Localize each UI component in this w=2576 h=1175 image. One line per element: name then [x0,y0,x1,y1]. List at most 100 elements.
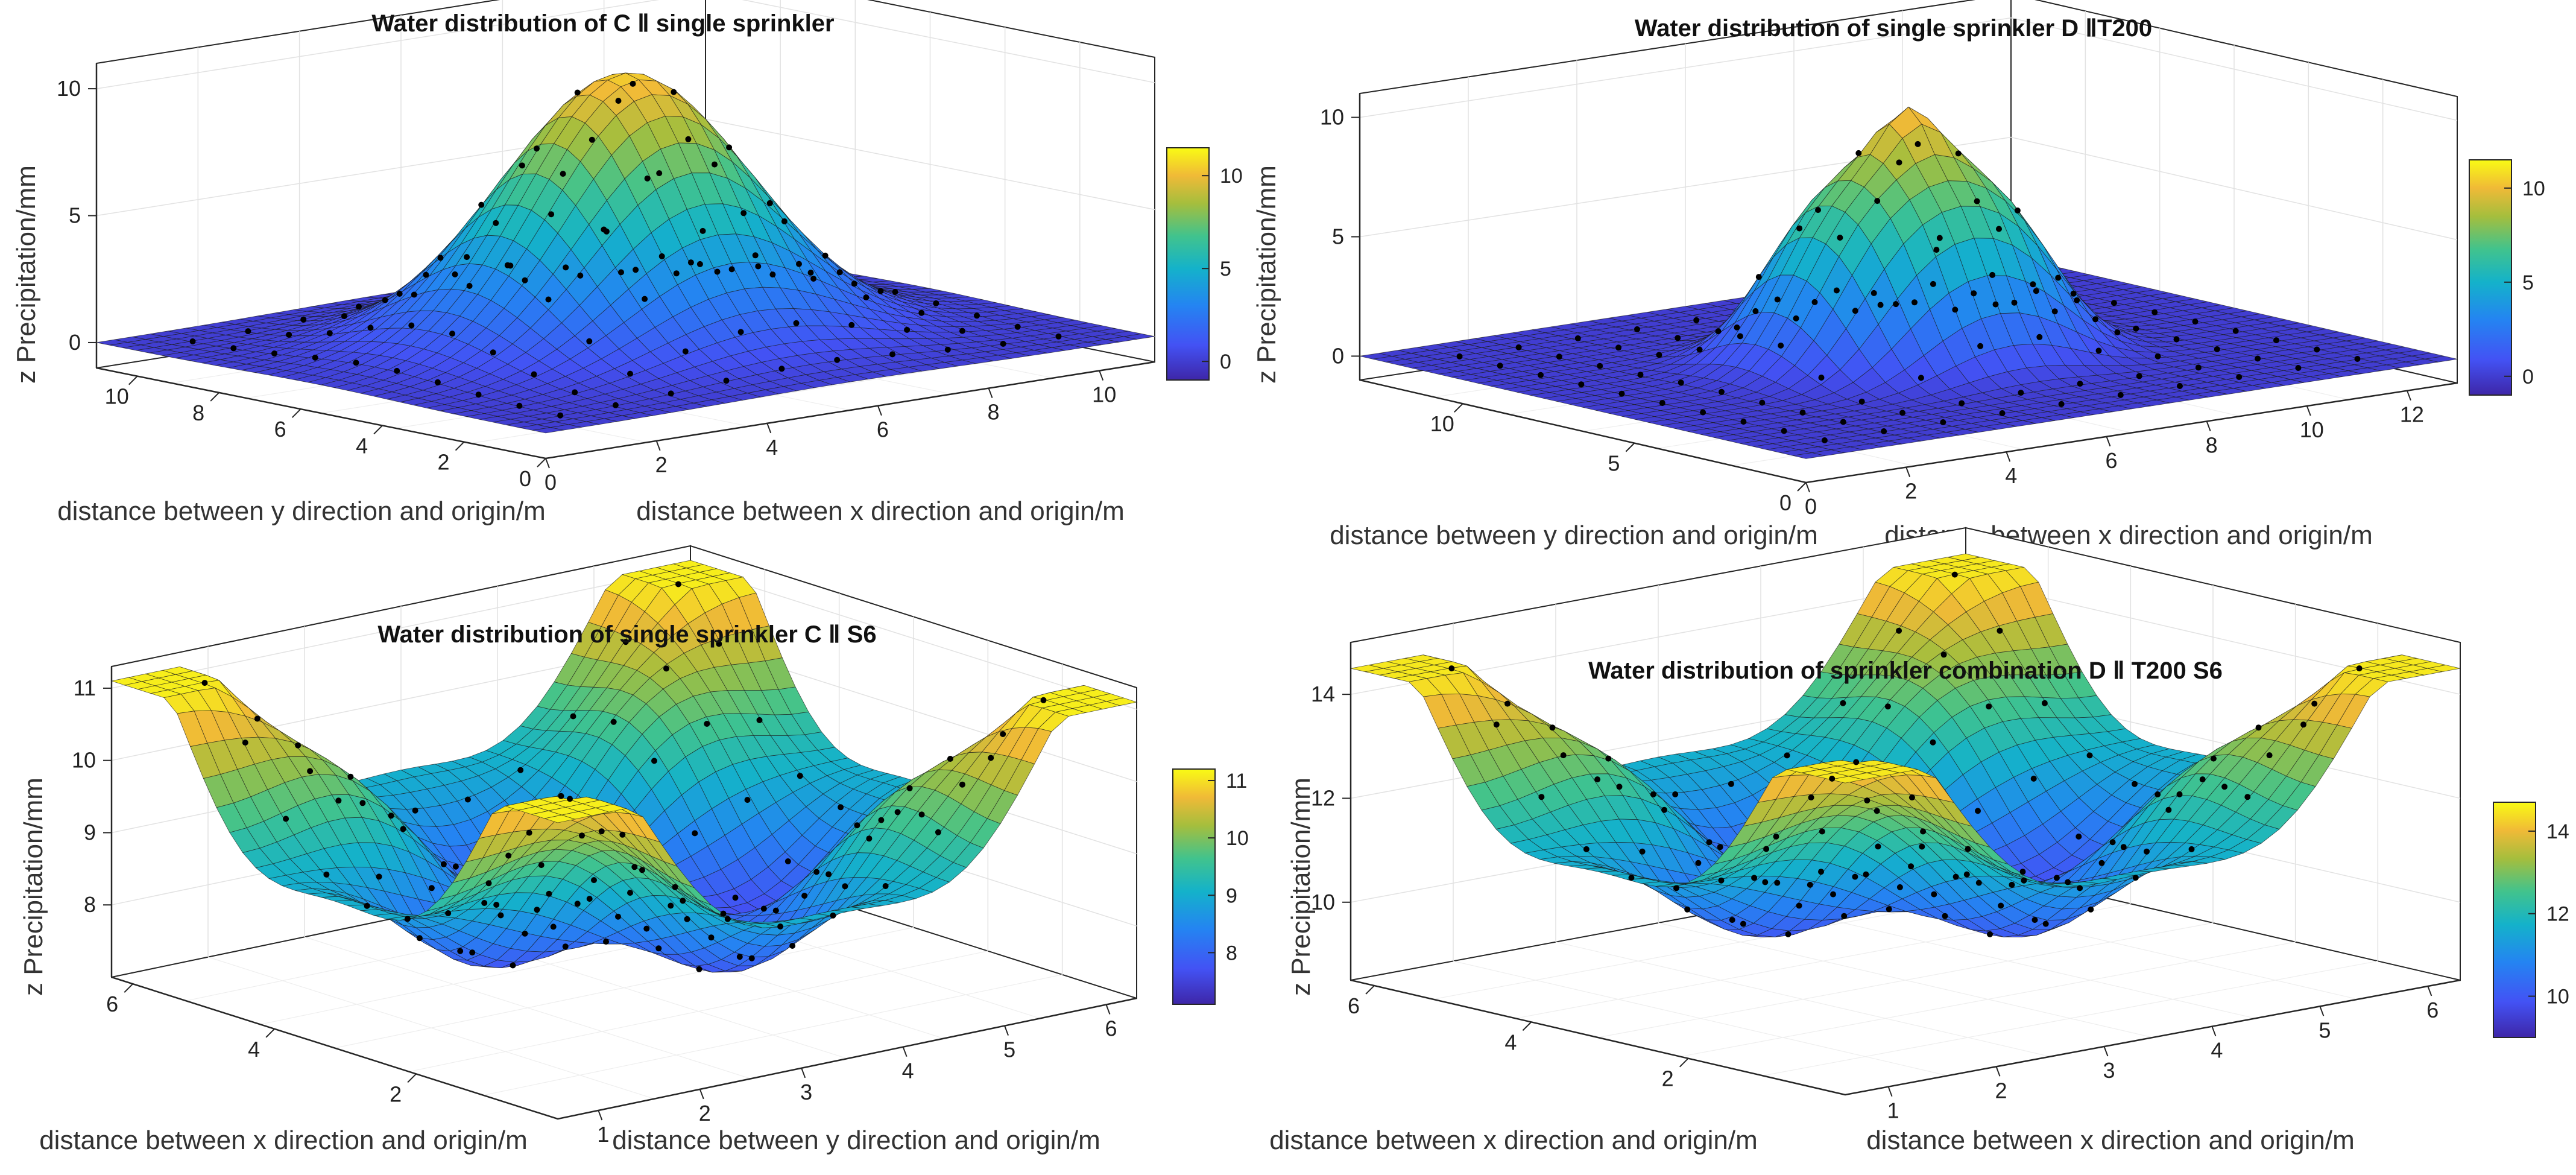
measurement-point [889,351,895,358]
measurement-point [1911,299,1918,306]
measurement-point [558,793,564,799]
measurement-point [475,391,482,398]
measurement-point [732,895,739,901]
chart-0-left-axis-label: distance between y direction and origin/… [57,496,546,526]
measurement-point [1615,344,1622,351]
measurement-point [668,390,674,397]
measurement-point [838,804,844,811]
measurement-point [988,755,994,761]
chart-0-surface [96,72,1155,434]
z-axis-tick-label: 10 [1320,105,1344,130]
measurement-point [726,144,733,151]
measurement-point [423,271,429,278]
chart-0-title: Water distribution of C Ⅱ single sprinkl… [371,10,834,37]
measurement-point [1656,352,1662,358]
measurement-point [2295,365,2302,371]
right-axis-tick [988,388,993,398]
left-axis-tick [1797,482,1807,492]
measurement-point [612,402,619,408]
measurement-point [382,297,388,303]
measurement-point [1840,419,1846,425]
measurement-point [1959,400,1965,407]
right-axis-tick [1004,1025,1009,1036]
measurement-point [1971,290,1977,297]
measurement-point [1000,731,1006,737]
measurement-point [724,916,731,922]
z-axis-tick-label: 5 [69,203,81,228]
right-axis-tick-label: 8 [987,400,999,425]
measurement-point [574,901,581,907]
measurement-point [563,264,569,271]
measurement-point [341,313,347,320]
measurement-point [1799,410,1806,416]
right-axis-tick-label: 4 [2005,463,2017,488]
measurement-point [796,261,802,267]
measurement-point [242,740,248,746]
measurement-point [404,916,411,922]
measurement-point [826,871,832,878]
measurement-point [633,267,639,273]
left-axis-tick [455,442,465,451]
measurement-point [1893,301,1899,308]
measurement-point [347,773,354,780]
measurement-point [842,883,848,890]
measurement-point [1778,342,1784,349]
measurement-point [974,312,980,319]
measurement-point [493,902,500,908]
measurement-point [323,871,330,878]
measurement-point [1675,335,1681,341]
measurement-point [2117,391,2124,398]
measurement-point [935,829,941,835]
measurement-point [737,329,744,335]
colorbar [1172,768,1216,1005]
measurement-point [682,348,689,355]
right-axis-tick-label: 5 [1003,1037,1015,1062]
measurement-point [586,896,593,902]
right-axis-tick [1805,482,1810,493]
measurement-point [466,283,473,289]
measurement-point [834,356,841,363]
left-axis-tick-label: 6 [106,992,118,1016]
measurement-point [2077,381,2083,387]
measurement-point [574,89,581,96]
right-axis-tick [2106,436,2111,447]
measurement-point [2192,318,2199,325]
measurement-point [570,713,576,720]
measurement-point [810,276,817,282]
chart-0-z-axis-label: z Precipitation/mm [11,165,41,384]
measurement-point [2051,308,2058,315]
measurement-point [603,939,609,945]
measurement-point [428,885,435,892]
measurement-point [668,902,674,909]
surface-patch [532,427,564,434]
measurement-point [933,300,939,306]
right-axis-tick [655,440,661,451]
chart-1-z-axis-label: z Precipitation/mm [1252,165,1281,384]
measurement-point [644,175,651,182]
measurement-point [367,325,374,331]
measurement-point [1497,363,1503,369]
measurement-point [643,925,650,932]
right-axis-tick-label: 8 [2206,433,2218,458]
measurement-point [440,861,447,867]
measurement-point [452,863,459,870]
measurement-point [639,867,645,873]
measurement-point [801,893,808,899]
measurement-point [2255,355,2261,362]
measurement-point [1815,207,1821,214]
grid-line [96,0,1155,89]
measurement-point [567,796,573,802]
measurement-point [388,812,394,819]
measurement-point [894,809,901,816]
measurement-point [906,785,913,791]
chart-1-left-axis-label: distance between y direction and origin/… [1330,521,1818,550]
chart-2-title: Water distribution of single sprinkler C… [377,621,876,648]
measurement-point [740,210,747,217]
measurement-point [230,345,237,352]
measurement-point [434,379,441,385]
left-axis-tick-label: 5 [1608,451,1620,476]
right-axis-tick [2206,421,2211,431]
measurement-point [813,869,820,875]
measurement-point [485,880,492,887]
